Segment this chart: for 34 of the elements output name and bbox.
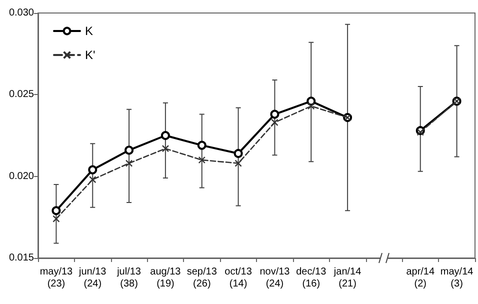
point xyxy=(125,160,133,167)
x-tick-label: aug/13 (19) xyxy=(150,266,182,290)
point xyxy=(234,148,243,158)
x-tick-label: jan/14 (21) xyxy=(332,266,362,290)
point xyxy=(88,165,98,174)
point xyxy=(308,102,315,110)
x-tick-label: oct/13 (14) xyxy=(224,266,252,290)
point xyxy=(160,131,170,140)
y-tick-label: 0.020 xyxy=(8,170,34,182)
x-tick-label: sep/13 (26) xyxy=(186,266,218,290)
legend-label: K' xyxy=(85,48,96,62)
point xyxy=(198,156,206,164)
x-tick-label: jun/13 (24) xyxy=(78,266,107,290)
point xyxy=(197,140,206,150)
point xyxy=(306,96,316,106)
x-tick-label: may/14 (3) xyxy=(440,266,474,290)
x-tick-label: nov/13 (24) xyxy=(260,266,290,290)
point xyxy=(416,128,424,136)
point xyxy=(271,118,278,126)
point xyxy=(52,206,61,216)
x-tick-label: jul/13 (38) xyxy=(116,266,142,290)
y-tick-label: 0.015 xyxy=(8,252,34,264)
point xyxy=(162,144,170,152)
point xyxy=(52,215,60,222)
x-tick-label: apr/14 (2) xyxy=(406,266,435,290)
point xyxy=(270,110,280,119)
legend-label: K xyxy=(85,24,94,38)
point xyxy=(234,160,242,167)
point xyxy=(124,146,134,155)
point xyxy=(89,176,96,184)
x-tick-label: may/13 (23) xyxy=(40,266,74,290)
y-tick-label: 0.025 xyxy=(8,89,34,100)
y-tick-label: 0.030 xyxy=(8,8,34,18)
x-tick-label: dec/13 (16) xyxy=(296,266,327,290)
